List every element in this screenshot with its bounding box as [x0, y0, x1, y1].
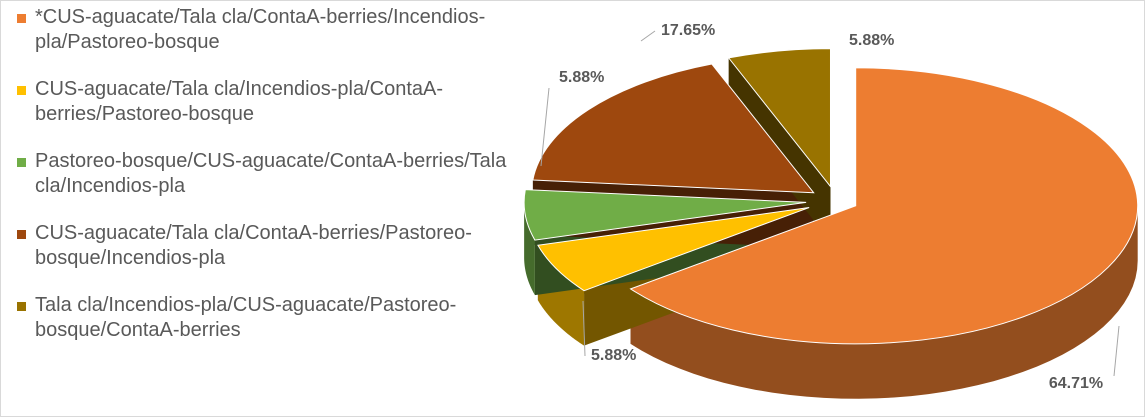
legend-item: *CUS-aguacate/Tala cla/ContaA-berries/In…: [13, 5, 533, 55]
legend: *CUS-aguacate/Tala cla/ContaA-berries/In…: [13, 5, 533, 365]
data-label: 5.88%: [591, 347, 636, 364]
slice: [523, 189, 807, 241]
legend-item: CUS-aguacate/Tala cla/ContaA-berries/Pas…: [13, 221, 533, 271]
slice: [629, 67, 1139, 345]
data-label: 5.88%: [559, 69, 604, 86]
leader-line: [582, 300, 586, 357]
legend-swatch: [17, 230, 26, 239]
legend-swatch: [17, 86, 26, 95]
legend-item: Tala cla/Incendios-pla/CUS-aguacate/Past…: [13, 293, 533, 343]
slice: [532, 63, 815, 194]
slice-side: [524, 202, 535, 296]
legend-text: *CUS-aguacate/Tala cla/ContaA-berries/In…: [35, 6, 486, 53]
legend-text: Pastoreo-bosque/CUS-aguacate/ContaA-berr…: [35, 150, 507, 197]
slice: [537, 207, 810, 292]
legend-swatch: [17, 158, 26, 167]
legend-text: CUS-aguacate/Tala cla/ContaA-berries/Pas…: [35, 222, 472, 269]
slice: [727, 48, 831, 189]
legend-item: CUS-aguacate/Tala cla/Incendios-pla/Cont…: [13, 77, 533, 127]
legend-text: CUS-aguacate/Tala cla/Incendios-pla/Cont…: [35, 78, 443, 125]
leader-line: [640, 30, 656, 42]
data-label: 17.65%: [661, 22, 715, 39]
legend-swatch: [17, 302, 26, 311]
legend-item: Pastoreo-bosque/CUS-aguacate/ContaA-berr…: [13, 149, 533, 199]
legend-text: Tala cla/Incendios-pla/CUS-aguacate/Past…: [35, 294, 457, 341]
legend-swatch: [17, 14, 26, 23]
slice-side: [630, 205, 1138, 399]
data-label: 5.88%: [849, 32, 894, 49]
data-label: 64.71%: [1049, 375, 1103, 392]
leader-line: [1113, 325, 1120, 377]
leader-line: [540, 87, 550, 167]
